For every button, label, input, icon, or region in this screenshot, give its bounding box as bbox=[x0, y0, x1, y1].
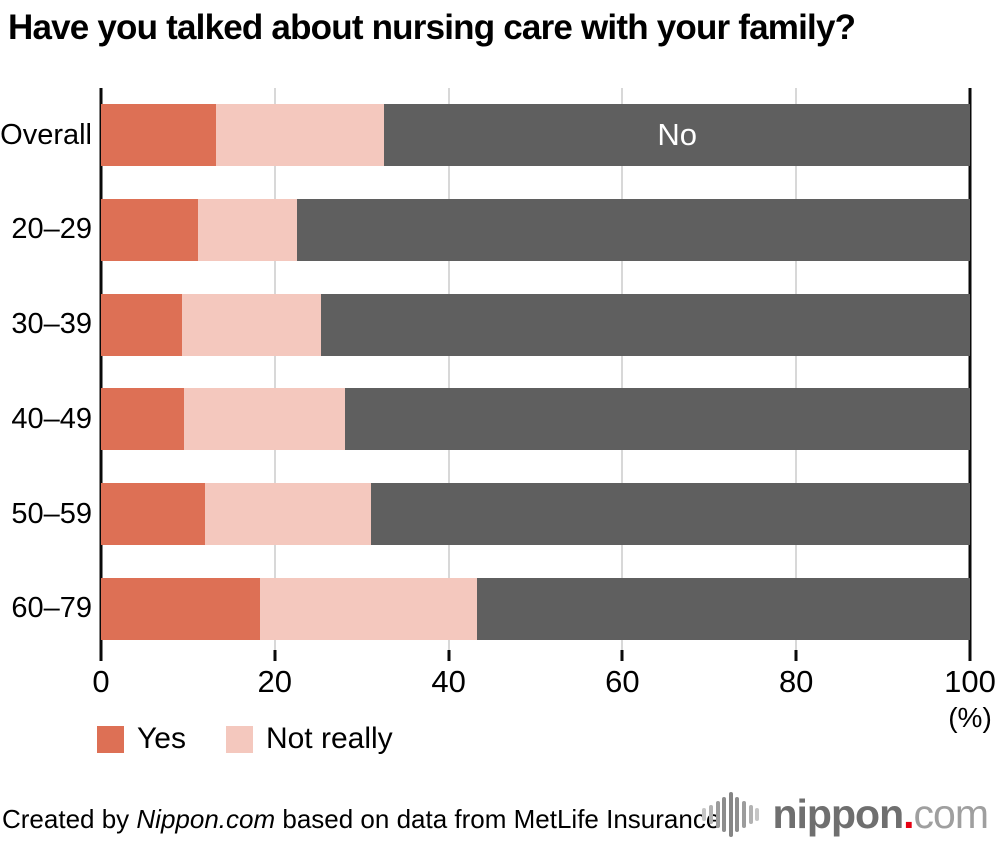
gridline-40 bbox=[447, 88, 450, 650]
plot-area: No bbox=[99, 88, 972, 652]
x-axis: (%) 0 20 40 60 80 100 bbox=[92, 650, 996, 740]
logo-text: nippon.com bbox=[772, 791, 990, 837]
bar-rows: No bbox=[101, 88, 970, 650]
y-axis-line bbox=[99, 88, 103, 652]
bar-row bbox=[101, 483, 970, 546]
footer-credit: Created by Nippon.com based on data from… bbox=[2, 804, 728, 835]
bar-segment-not-really bbox=[260, 577, 478, 640]
y-axis-label: 20–29 bbox=[11, 213, 92, 246]
credit-prefix: Created by bbox=[2, 804, 137, 834]
x-tick-label-0: 0 bbox=[92, 664, 110, 699]
waveform-bar bbox=[755, 808, 760, 821]
waveform-bar bbox=[715, 801, 720, 828]
legend: Yes Not really bbox=[97, 722, 393, 756]
bar-segment-yes bbox=[101, 104, 216, 166]
waveform-bar bbox=[722, 797, 727, 832]
bar-segment-not-really bbox=[215, 104, 385, 166]
waveform-bar bbox=[735, 797, 740, 832]
x-tick-mark-20 bbox=[273, 650, 277, 661]
legend-swatch-yes bbox=[97, 725, 124, 753]
x-tick-mark-100 bbox=[968, 650, 972, 661]
logo-text-name: nippon bbox=[772, 791, 905, 837]
bar-row: No bbox=[101, 104, 970, 166]
waveform-bar bbox=[728, 792, 733, 837]
bar-segment-not-really bbox=[184, 388, 346, 451]
legend-item-yes: Yes bbox=[97, 722, 186, 756]
x-tick-label-80: 80 bbox=[778, 664, 814, 699]
x-tick-label-40: 40 bbox=[431, 664, 466, 699]
gridline-60 bbox=[621, 88, 624, 650]
logo-text-dot: . bbox=[903, 791, 914, 837]
bar-segment-yes bbox=[101, 293, 182, 356]
x-tick-mark-80 bbox=[794, 650, 798, 661]
gridline-80 bbox=[795, 88, 798, 650]
x-tick-mark-60 bbox=[620, 650, 624, 661]
bar-row bbox=[101, 198, 970, 261]
waveform-bar bbox=[748, 805, 753, 824]
bar-row bbox=[101, 388, 970, 451]
percent-unit-label: (%) bbox=[948, 702, 992, 733]
y-axis-label: 60–79 bbox=[11, 592, 92, 625]
chart-title: Have you talked about nursing care with … bbox=[8, 8, 856, 47]
logo-text-tld: com bbox=[913, 791, 989, 837]
bar-segment-yes bbox=[101, 483, 206, 546]
credit-brand: Nippon.com bbox=[136, 804, 276, 834]
y-axis-label: 40–49 bbox=[11, 402, 92, 435]
x-tick-mark-0 bbox=[99, 650, 103, 661]
y-axis-labels: Overall 20–29 30–39 40–49 50–59 60–79 bbox=[0, 88, 92, 650]
right-border-line bbox=[968, 88, 972, 652]
credit-suffix: based on data from MetLife Insurance. bbox=[275, 804, 728, 834]
bar-segment-no bbox=[477, 577, 970, 640]
waveform-icon bbox=[701, 792, 760, 837]
bar-inline-label: No bbox=[657, 117, 697, 152]
bar-segment-not-really bbox=[181, 293, 321, 356]
bar-row bbox=[101, 577, 970, 640]
bar-segment-yes bbox=[101, 388, 185, 451]
bar-segment-yes bbox=[101, 577, 261, 640]
bar-segment-no bbox=[320, 293, 970, 356]
waveform-bar bbox=[709, 805, 714, 824]
bar-row bbox=[101, 293, 970, 356]
x-tick-mark-40 bbox=[447, 650, 451, 661]
y-axis-label: 30–39 bbox=[11, 308, 92, 341]
bar-segment-not-really bbox=[205, 483, 372, 546]
bar-segment-no bbox=[296, 198, 970, 261]
y-axis-label: Overall bbox=[0, 118, 92, 151]
y-axis-label: 50–59 bbox=[11, 497, 92, 530]
x-tick-label-60: 60 bbox=[605, 664, 640, 699]
bar-segment-no bbox=[345, 388, 970, 451]
legend-label-yes: Yes bbox=[137, 722, 186, 755]
bar-segment-no bbox=[371, 483, 970, 546]
legend-item-not-really: Not really bbox=[225, 722, 393, 756]
bar-segment-yes bbox=[101, 198, 199, 261]
bar-segment-not-really bbox=[198, 198, 297, 261]
gridline-20 bbox=[273, 88, 276, 650]
grid-layer bbox=[99, 88, 972, 652]
x-tick-label-20: 20 bbox=[257, 664, 293, 699]
waveform-bar bbox=[742, 801, 747, 828]
legend-label-not-really: Not really bbox=[265, 722, 393, 755]
legend-swatch-not-really bbox=[225, 725, 253, 753]
x-tick-label-100: 100 bbox=[944, 664, 996, 699]
nippon-logo: nippon.com bbox=[701, 791, 990, 837]
bar-segment-no: No bbox=[384, 104, 970, 166]
waveform-bar bbox=[702, 808, 707, 821]
